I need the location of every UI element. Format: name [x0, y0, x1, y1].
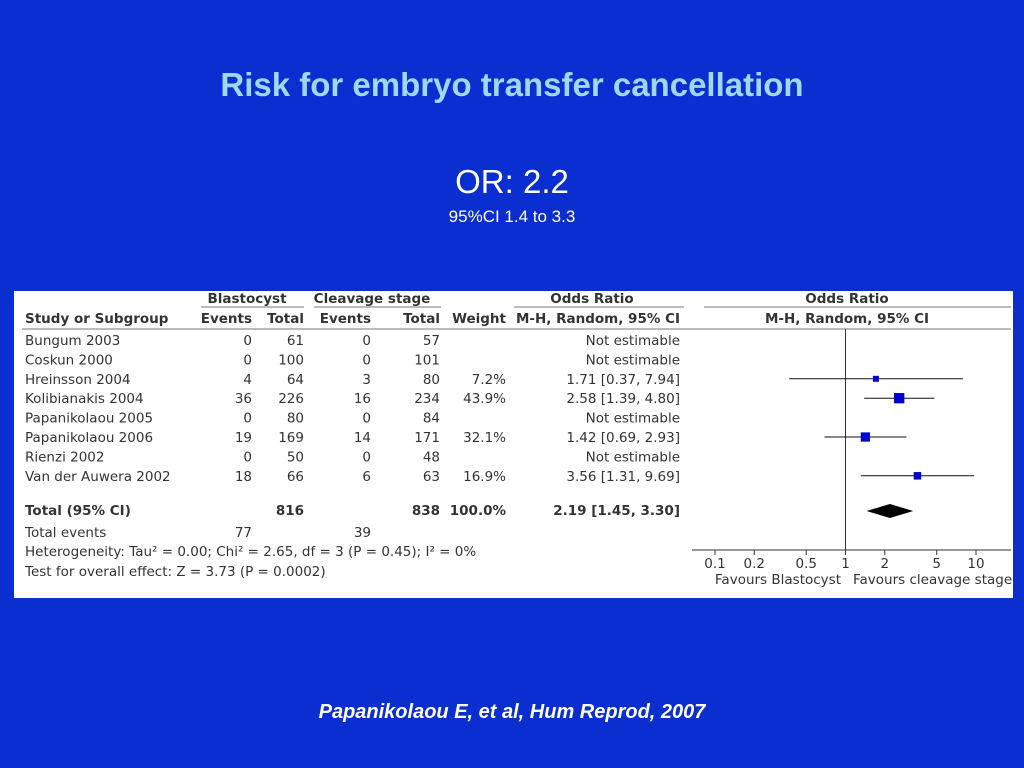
x-tick-label: 0.1	[704, 556, 725, 572]
cell-name: Rienzi 2002	[25, 449, 104, 465]
cell-c-events: 0	[362, 411, 371, 427]
cell-c-total: 234	[414, 391, 440, 407]
favours-right-label: Favours cleavage stage	[853, 572, 1012, 588]
cell-b-events: 0	[243, 449, 252, 465]
cell-c-events: 16	[354, 391, 371, 407]
cell-weight: 43.9%	[463, 391, 506, 407]
heterogeneity-text: Heterogeneity: Tau² = 0.00; Chi² = 2.65,…	[25, 544, 476, 560]
cell-or-text: 3.56 [1.31, 9.69]	[566, 469, 680, 485]
total-or-text: 2.19 [1.45, 3.30]	[553, 503, 680, 519]
cell-or-text: 1.71 [0.37, 7.94]	[566, 372, 680, 388]
total-events-label: Total events	[24, 525, 106, 541]
cell-b-events: 0	[243, 411, 252, 427]
col-plot-method: M-H, Random, 95% CI	[765, 311, 929, 327]
cell-b-total: 50	[287, 449, 304, 465]
cell-or-text: Not estimable	[586, 333, 680, 349]
cell-name: Papanikolaou 2006	[25, 430, 153, 446]
cell-or-text: 1.42 [0.69, 2.93]	[566, 430, 680, 446]
cell-b-events: 0	[243, 352, 252, 368]
x-tick-label: 1	[841, 556, 850, 572]
cell-b-total: 226	[278, 391, 304, 407]
x-tick-label: 0.5	[795, 556, 816, 572]
confidence-interval-summary: 95%CI 1.4 to 3.3	[448, 207, 576, 226]
col-weight: Weight	[452, 311, 506, 327]
total-label: Total (95% CI)	[25, 503, 131, 519]
favours-left-label: Favours Blastocyst	[715, 572, 841, 588]
cell-c-events: 0	[362, 352, 371, 368]
effect-square	[913, 472, 922, 480]
cell-c-total: 63	[423, 469, 440, 485]
cell-b-events: 18	[235, 469, 252, 485]
cell-b-total: 169	[278, 430, 304, 446]
cell-or-text: Not estimable	[586, 449, 680, 465]
cell-name: Papanikolaou 2005	[25, 411, 153, 427]
effect-square	[894, 393, 905, 404]
header-odds-ratio-plot: Odds Ratio	[805, 291, 888, 307]
study-rows: Bungum 2003 0 61 0 57 Not estimable Coskun 200…	[25, 333, 680, 485]
x-tick-label: 0.2	[744, 556, 765, 572]
odds-ratio-summary: OR: 2.2	[455, 163, 569, 200]
cell-c-events: 0	[362, 449, 371, 465]
total-events-blast: 77	[235, 525, 252, 541]
cell-b-events: 36	[235, 391, 252, 407]
cell-b-total: 61	[287, 333, 304, 349]
col-blast-events: Events	[201, 311, 252, 327]
cell-name: Bungum 2003	[25, 333, 120, 349]
cell-name: Van der Auwera 2002	[25, 469, 171, 485]
cell-c-events: 6	[362, 469, 371, 485]
cell-name: Kolibianakis 2004	[25, 391, 144, 407]
cell-weight: 16.9%	[463, 469, 506, 485]
cell-name: Hreinsson 2004	[25, 372, 131, 388]
total-weight: 100.0%	[450, 503, 507, 519]
total-cleav-total: 838	[412, 503, 440, 519]
cell-c-total: 57	[423, 333, 440, 349]
col-cleav-total: Total	[403, 311, 440, 327]
cell-or-text: Not estimable	[586, 411, 680, 427]
pooled-diamond	[866, 504, 914, 518]
cell-b-total: 100	[278, 352, 304, 368]
forest-plot-area: 0.1 0.2 0.5 1 2 5 10	[692, 329, 1011, 572]
cell-weight: 32.1%	[463, 430, 506, 446]
citation: Papanikolaou E, et al, Hum Reprod, 2007	[318, 701, 706, 723]
cell-b-events: 4	[243, 372, 252, 388]
cell-b-events: 0	[243, 333, 252, 349]
header-cleavage-stage: Cleavage stage	[314, 291, 431, 307]
cell-name: Coskun 2000	[25, 352, 113, 368]
col-study: Study or Subgroup	[25, 311, 169, 327]
cell-b-total: 66	[287, 469, 304, 485]
cell-c-total: 80	[423, 372, 440, 388]
col-method: M-H, Random, 95% CI	[516, 311, 680, 327]
cell-c-total: 84	[423, 411, 440, 427]
header-odds-ratio-text: Odds Ratio	[550, 291, 633, 307]
x-tick-label: 5	[932, 556, 941, 572]
cell-weight: 7.2%	[472, 372, 506, 388]
x-tick-label: 2	[880, 556, 889, 572]
forest-plot-panel: Blastocyst Cleavage stage Odds Ratio Odd…	[14, 291, 1013, 598]
cell-c-events: 0	[362, 333, 371, 349]
cell-c-total: 48	[423, 449, 440, 465]
cell-or-text: 2.58 [1.39, 4.80]	[566, 391, 680, 407]
cell-b-total: 80	[287, 411, 304, 427]
forest-plot: Blastocyst Cleavage stage Odds Ratio Odd…	[22, 291, 1012, 588]
x-tick-label: 10	[967, 556, 984, 572]
col-blast-total: Total	[267, 311, 304, 327]
overall-effect-text: Test for overall effect: Z = 3.73 (P = 0…	[24, 564, 326, 580]
total-events-cleav: 39	[354, 525, 371, 541]
cell-or-text: Not estimable	[586, 352, 680, 368]
effect-square	[872, 375, 879, 382]
cell-c-events: 3	[362, 372, 371, 388]
header-blastocyst: Blastocyst	[207, 291, 287, 307]
col-cleav-events: Events	[320, 311, 371, 327]
cell-c-total: 101	[414, 352, 440, 368]
slide-title: Risk for embryo transfer cancellation	[220, 66, 804, 103]
total-blast-total: 816	[276, 503, 304, 519]
cell-c-total: 171	[414, 430, 440, 446]
cell-c-events: 14	[354, 430, 371, 446]
effect-square	[860, 432, 870, 442]
cell-b-events: 19	[235, 430, 252, 446]
cell-b-total: 64	[287, 372, 304, 388]
